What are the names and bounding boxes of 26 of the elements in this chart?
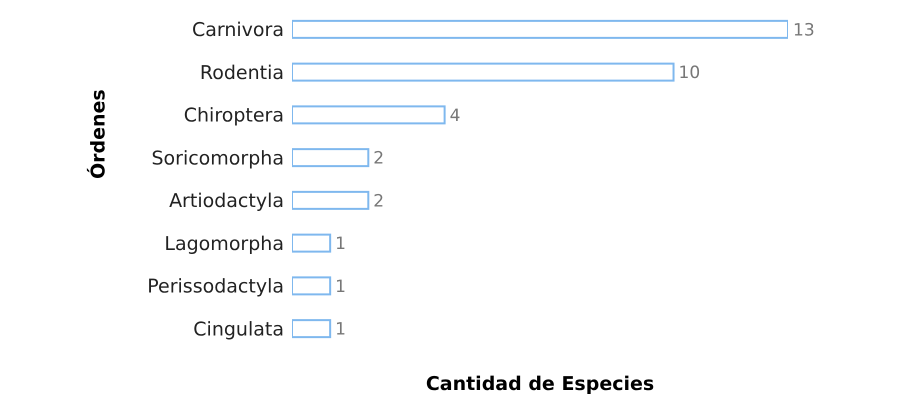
y-tick-label: Lagomorpha [164,232,284,255]
y-tick-label: Cingulata [193,318,284,340]
data-label: 1 [335,234,346,254]
y-tick-label: Artiodactyla [169,190,284,212]
data-label: 1 [335,276,346,297]
bar [292,62,675,82]
y-tick-label: Carnivora [192,19,284,42]
data-label: 10 [678,63,700,84]
bar [292,20,788,39]
x-axis-title: Cantidad de Especies [426,373,654,395]
bar [292,105,446,124]
data-label: 2 [373,148,384,169]
data-label: 4 [450,106,460,126]
bar [292,148,370,168]
y-tick-label: Soricomorpha [151,147,284,170]
y-axis-title: Órdenes [86,89,110,179]
bar [292,319,332,338]
data-label: 1 [335,320,346,340]
y-tick-label: Perissodactyla [147,276,284,298]
bar [292,276,332,296]
bar [292,234,332,253]
y-tick-label: Rodentia [200,62,284,84]
y-tick-label: Chiroptera [184,104,284,127]
bar [292,190,370,210]
data-label: 13 [793,20,815,40]
data-label: 2 [373,191,384,212]
